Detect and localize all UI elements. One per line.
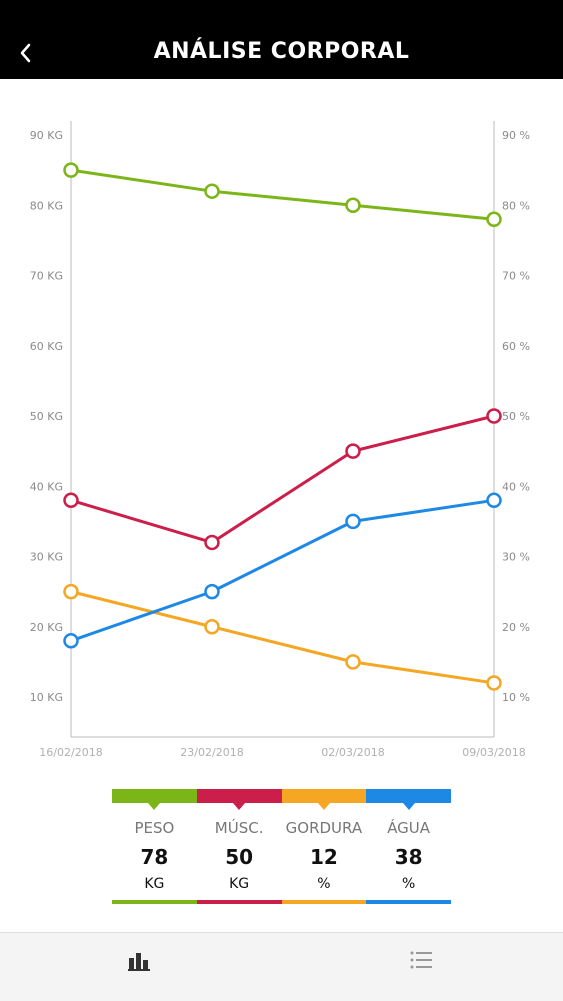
- data-point: [204, 183, 220, 199]
- y-tick-label-right: 20 %: [502, 621, 530, 634]
- series-line: [70, 590, 495, 685]
- y-tick-label-left: 50 KG: [30, 410, 63, 423]
- y-tick-label-left: 80 KG: [30, 199, 63, 212]
- data-point: [345, 443, 361, 459]
- bottom-tab-bar: [0, 932, 563, 1001]
- data-point: [345, 197, 361, 213]
- x-tick-label: 02/03/2018: [321, 746, 384, 759]
- y-tick-label-right: 60 %: [502, 340, 530, 353]
- legend-value: 50: [225, 845, 254, 869]
- legend-notch: [402, 803, 415, 810]
- legend-label: ÁGUA: [387, 819, 431, 837]
- series-line: [70, 168, 495, 221]
- data-point: [345, 513, 361, 530]
- legend-label: PESO: [134, 819, 175, 837]
- series-line: [70, 498, 495, 643]
- y-tick-label-left: 40 KG: [30, 480, 63, 493]
- legend-underline: [112, 900, 197, 904]
- data-point: [204, 534, 220, 551]
- y-tick-label-left: 20 KG: [30, 621, 63, 634]
- legend-item-gordura: GORDURA 12 %: [281, 789, 367, 904]
- data-point: [486, 675, 502, 691]
- chevron-left-icon: [20, 43, 31, 63]
- y-tick-label-left: 70 KG: [30, 270, 63, 283]
- y-tick-label-left: 30 KG: [30, 551, 63, 564]
- legend-unit: KG: [229, 876, 250, 892]
- y-tick-label-right: 90 %: [502, 129, 530, 142]
- y-tick-label-right: 80 %: [502, 199, 530, 212]
- data-point: [204, 619, 220, 635]
- x-tick-label: 23/02/2018: [180, 746, 243, 759]
- back-button[interactable]: [14, 38, 38, 68]
- legend-label: GORDURA: [285, 819, 363, 837]
- y-tick-label-right: 40 %: [502, 480, 530, 493]
- y-tick-label-right: 70 %: [502, 270, 530, 283]
- data-point: [63, 492, 79, 509]
- tab-chart[interactable]: [0, 933, 281, 1001]
- legend-value: 78: [140, 845, 169, 869]
- bar-chart-icon: [128, 953, 150, 971]
- page-title: ANÁLISE CORPORAL: [153, 39, 410, 64]
- x-tick-label: 09/03/2018: [462, 746, 525, 759]
- y-tick-label-left: 90 KG: [30, 129, 63, 142]
- legend-value: 12: [309, 845, 338, 869]
- legend-notch: [233, 803, 246, 810]
- data-point: [63, 633, 79, 649]
- y-tick-label-left: 10 KG: [30, 691, 63, 704]
- legend-item-musc: MÚSC. 50 KG: [196, 789, 282, 904]
- tab-list[interactable]: [282, 933, 563, 1001]
- y-tick-label-right: 50 %: [502, 410, 530, 423]
- body-analysis-chart: 10 KG 20 KG 30 KG 40 KG 50 KG 60 KG 70 KG 80 KG…: [30, 121, 530, 759]
- data-point: [486, 408, 502, 424]
- list-icon: [410, 951, 432, 969]
- y-tick-label-right: 30 %: [502, 551, 530, 564]
- data-point: [63, 162, 79, 178]
- legend-underline: [281, 900, 367, 904]
- legend-color-bar: [281, 789, 367, 803]
- y-tick-label-left: 60 KG: [30, 340, 63, 353]
- legend-color-bar: [112, 789, 197, 803]
- x-tick-label: 16/02/2018: [39, 746, 102, 759]
- chart-legend: PESO 78 KG MÚSC. 50 KG GORDURA 12 % ÁGUA…: [112, 789, 451, 904]
- data-point: [486, 492, 502, 509]
- legend-unit: KG: [144, 876, 165, 892]
- data-point: [486, 211, 502, 228]
- legend-color-bar: [196, 789, 282, 803]
- legend-underline: [366, 900, 451, 904]
- legend-value: 38: [394, 845, 423, 869]
- legend-unit: %: [317, 876, 331, 892]
- series-line: [70, 414, 495, 544]
- data-point: [63, 583, 79, 600]
- legend-notch: [317, 803, 330, 810]
- legend-item-agua: ÁGUA 38 %: [366, 789, 451, 904]
- legend-unit: %: [401, 876, 416, 892]
- top-bar: ANÁLISE CORPORAL: [0, 0, 563, 79]
- data-point: [204, 583, 220, 600]
- legend-label: MÚSC.: [214, 819, 264, 837]
- data-point: [345, 654, 361, 670]
- legend-item-peso: PESO 78 KG: [112, 789, 197, 904]
- y-tick-label-right: 10 %: [502, 691, 530, 704]
- legend-underline: [196, 900, 282, 904]
- legend-notch: [148, 803, 161, 810]
- legend-color-bar: [366, 789, 451, 803]
